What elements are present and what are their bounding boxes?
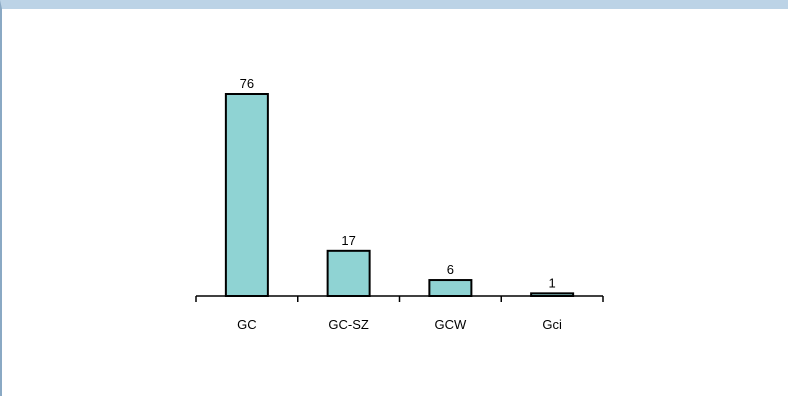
category-label-gc: GC [237,317,257,332]
bar-gc-sz [326,249,371,298]
category-label-gc-sz: GC-SZ [328,317,369,332]
category-labels-layer: GC GC-SZ GCW Gci [237,317,562,332]
category-label-gcw: GCW [434,317,467,332]
x-axis [195,295,604,302]
category-label-gci: Gci [542,317,562,332]
data-label-gc: 76 [240,76,254,91]
data-labels-layer: 76 17 6 1 [240,76,556,290]
data-label-gcw: 6 [447,262,454,277]
data-label-gc-sz: 17 [341,233,355,248]
bar-gc [224,93,269,297]
data-label-gci: 1 [549,275,556,290]
bars-layer [224,93,575,298]
bar-gcw [428,279,473,298]
